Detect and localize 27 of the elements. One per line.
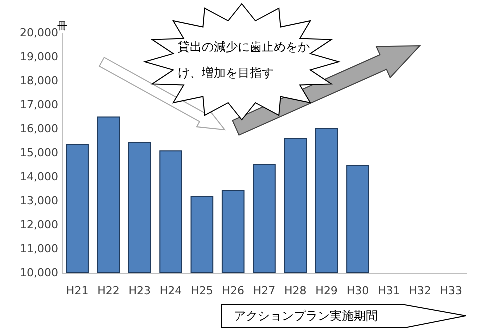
x-tick-label: H32 [409,284,432,298]
x-tick-label: H25 [191,284,214,298]
y-tick-label: 15,000 [20,146,58,160]
x-tick-label: H29 [316,284,338,298]
x-tick-label: H26 [222,284,244,298]
y-tick-label: 11,000 [20,242,58,256]
y-tick-label: 16,000 [20,122,58,136]
text: アクションプラン実施期間 [234,308,379,325]
y-tick-label: 10,000 [20,266,58,280]
y-tick-label: 12,000 [20,218,58,232]
x-tick-label: H21 [66,284,89,298]
y-tick-label: 18,000 [20,74,58,88]
x-tick-label: H30 [346,284,370,298]
x-tick-label: H27 [253,284,276,298]
x-tick-label: H31 [378,284,400,298]
y-axis-title: 冊 [58,22,68,32]
annotation: 貸出の減少に歯止めをかけ、増加を目指す [178,39,311,82]
x-tick-label: H24 [160,284,182,298]
x-tick-label: H22 [98,284,120,298]
y-tick-label: 19,000 [20,50,58,64]
x-tick-label: H28 [284,284,307,298]
x-tick-label: H33 [440,284,463,298]
y-tick-label: 20,000 [20,26,58,40]
y-tick-label: 13,000 [20,194,58,208]
y-tick-label: 17,000 [20,98,58,112]
y-tick-label: 14,000 [20,170,58,184]
x-tick-label: H23 [128,284,152,298]
